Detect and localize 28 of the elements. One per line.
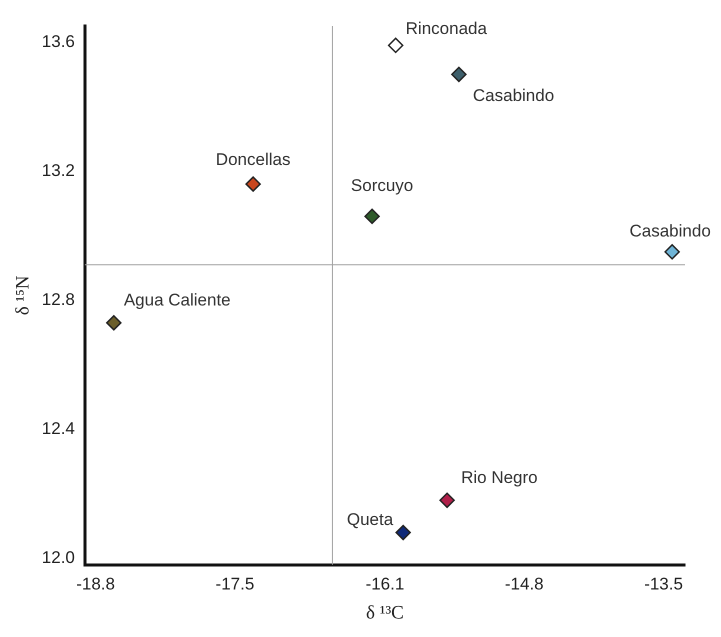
x-tick-label: -13.5 <box>644 574 683 594</box>
y-tick-label: 12.0 <box>42 548 75 568</box>
y-tick-label: 13.6 <box>42 32 75 51</box>
x-tick-label: -16.1 <box>366 574 404 594</box>
series-label: Queta <box>346 510 394 530</box>
point <box>439 492 455 508</box>
point <box>388 38 404 54</box>
series-label: Rio Negro <box>461 468 538 487</box>
x-tick-label: -14.8 <box>504 574 544 594</box>
series-label: Rinconada <box>406 19 488 38</box>
point <box>451 66 467 82</box>
point <box>664 244 680 260</box>
point <box>245 176 261 192</box>
y-tick-label: 12.8 <box>42 290 75 309</box>
point <box>106 315 122 331</box>
series-label: Agua Caliente <box>124 290 231 310</box>
point <box>395 524 411 540</box>
series-label: Casabindo <box>630 222 711 241</box>
point <box>364 208 380 224</box>
y-tick-label: 12.4 <box>42 418 75 438</box>
series-label: Sorcuyo <box>350 176 414 196</box>
x-tick-label: -17.5 <box>216 574 254 594</box>
series-label: Doncellas <box>216 150 290 169</box>
series-label: Casabindo <box>472 86 554 106</box>
y-axis-title: δ ¹⁵N <box>12 275 34 316</box>
x-axis-title: δ ¹³C <box>366 602 404 624</box>
y-tick-label: 13.2 <box>42 160 75 180</box>
x-tick-label: -18.8 <box>76 574 115 594</box>
